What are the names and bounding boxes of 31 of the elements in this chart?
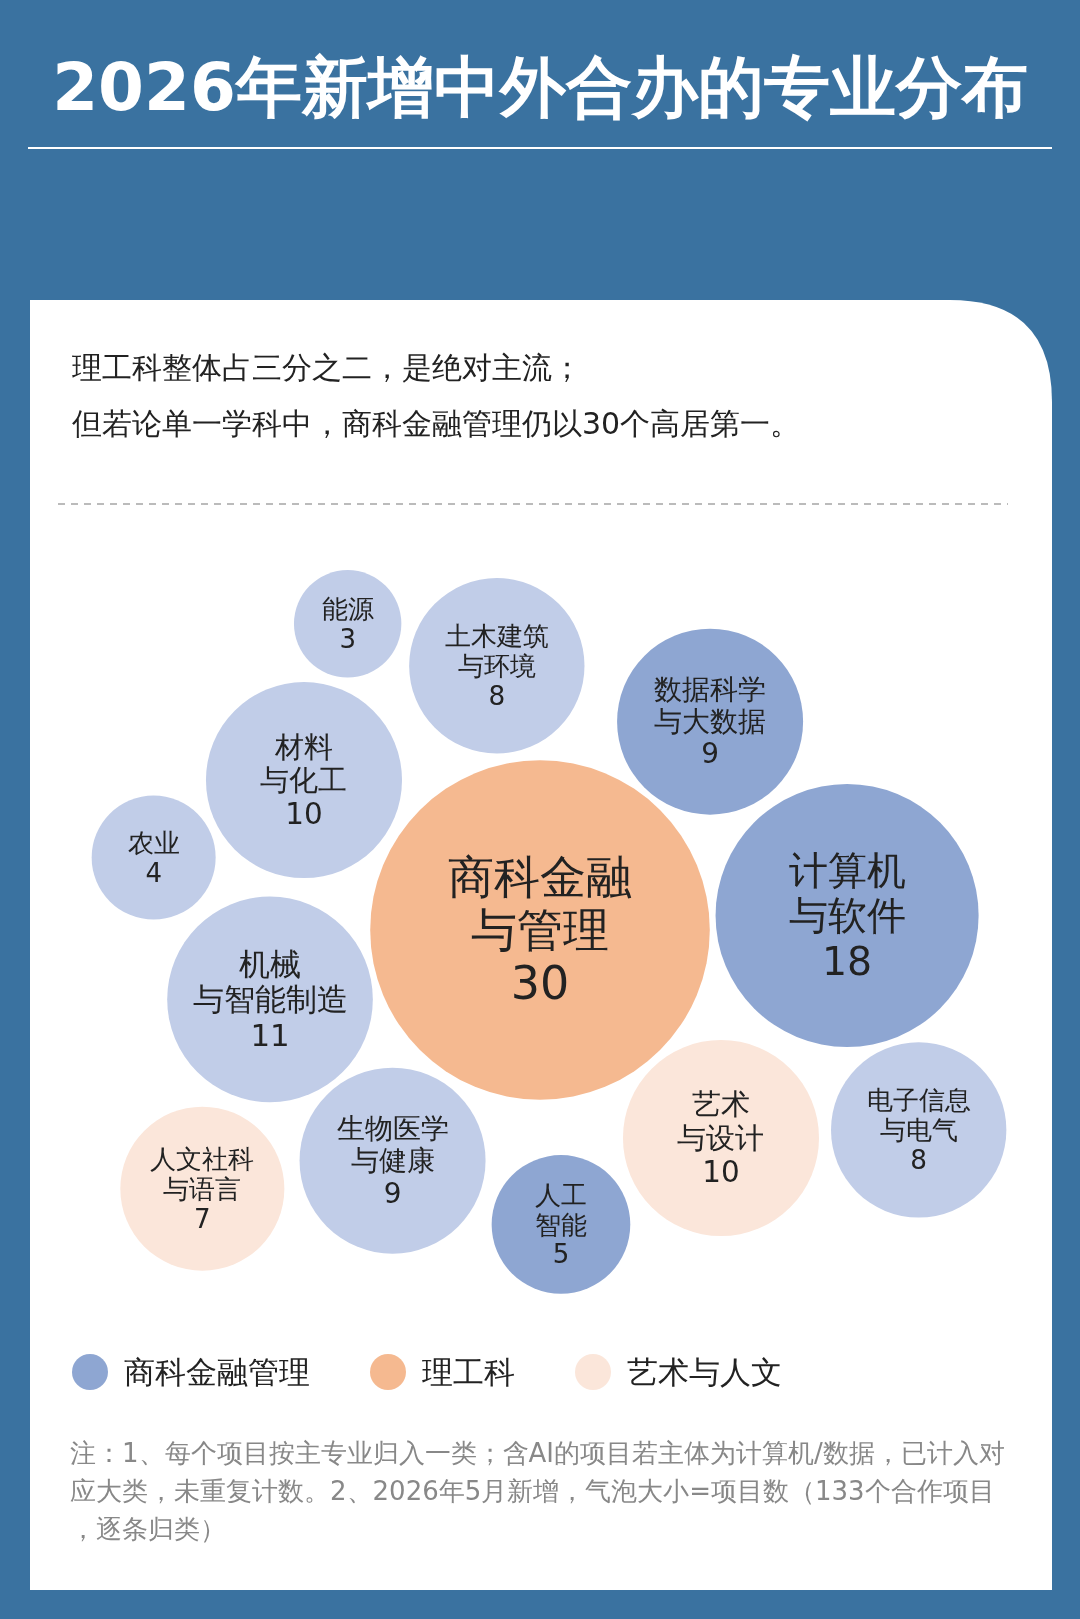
category-label: 人文社科与语言 [150,1143,255,1204]
text: 2026年新增中外合办的专业分布 [52,49,1028,126]
data-label: 30 [510,956,570,1010]
category-label: 材料与化工 [260,729,348,798]
data-label: 10 [285,797,323,832]
data-label: 3 [339,623,356,654]
text: 注：1、每个项目按主专业归入一类；含AI的项目若主体为计算机/数据，已计入对应大类，未重复计数。2、2026年5月新增，气泡大小=项目数（133个合作项目，逐条归类） [70,1438,1005,1544]
data-label: 9 [383,1176,402,1210]
data-label: 8 [910,1145,928,1176]
category-label: 数据科学与大数据 [654,673,767,739]
category-label: 计算机与软件 [788,846,906,939]
category-label: 商科金融与管理 [448,850,632,958]
category-label: 能源 [321,593,374,624]
legend-label: 艺术与人文 [627,1354,782,1390]
data-label: 7 [194,1203,211,1234]
data-label: 4 [145,857,162,888]
text: 理工科整体占三分之二，是绝对主流； [72,350,582,385]
text: 但若论单一学科中，商科金融管理仍以30个高居第一。 [72,406,801,441]
category-label: 人工智能 [534,1179,587,1240]
legend-label: 商科金融管理 [124,1354,310,1390]
data-label: 10 [702,1155,740,1190]
legend-label: 理工科 [422,1354,515,1390]
data-label: 18 [822,937,873,984]
category-label: 机械与智能制造 [192,945,348,1018]
data-label: 5 [552,1239,570,1270]
category-label: 农业 [127,827,180,858]
data-label: 11 [250,1016,290,1053]
data-label: 8 [488,681,506,712]
category-label: 生物医学与健康 [336,1112,449,1178]
category-label: 电子信息与电气 [866,1084,971,1146]
category-label: 土木建筑与环境 [444,620,549,682]
